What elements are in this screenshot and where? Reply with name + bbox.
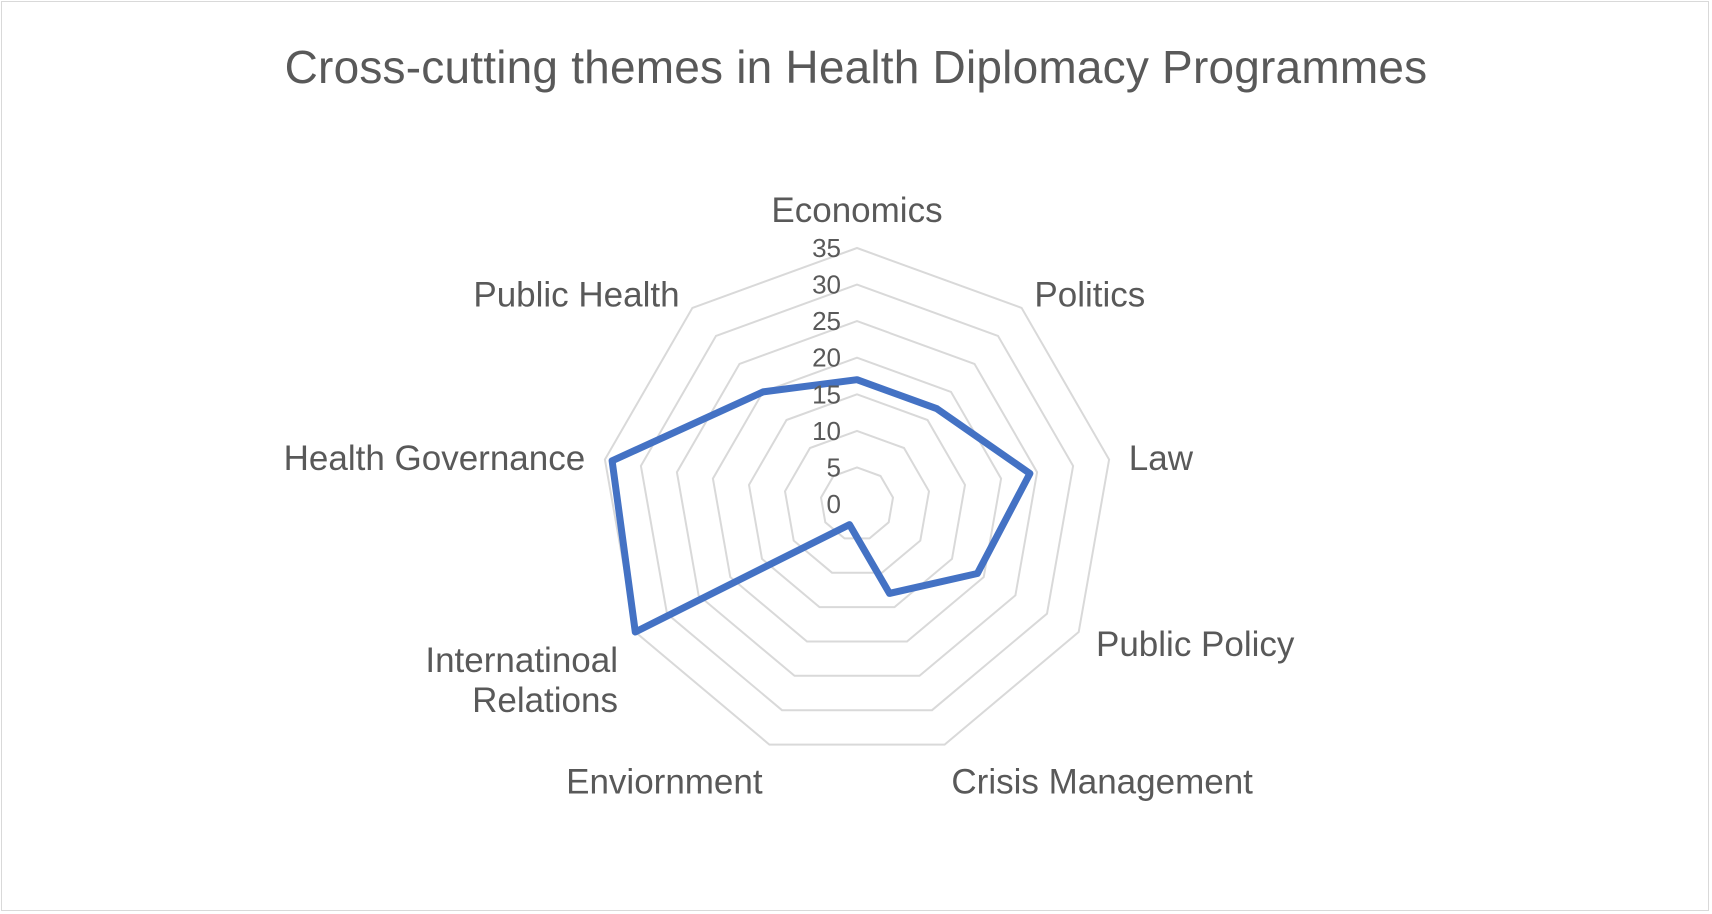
- axis-label-line: Public Policy: [1096, 625, 1295, 664]
- grid-ring-15: [747, 393, 967, 609]
- axis-label-line: Health Governance: [284, 439, 586, 478]
- axis-label-7: Health Governance: [284, 439, 586, 478]
- axis-label-line: Relations: [472, 681, 618, 720]
- axis-label-line: Internatinoal: [425, 641, 618, 680]
- axis-label-1: Politics: [1034, 276, 1145, 315]
- tick-label: 25: [812, 306, 841, 336]
- axis-label-3: Public Policy: [1096, 625, 1295, 664]
- tick-label: 20: [812, 343, 841, 373]
- axis-label-5: Enviornment: [566, 762, 763, 801]
- axis-label-layer: Economics Politics Law Public Policy Crisis …: [284, 191, 1295, 801]
- chart-title: Cross-cutting themes in Health Diplomacy…: [284, 41, 1428, 93]
- tick-label: 5: [827, 452, 841, 482]
- axis-label-0: Economics: [771, 191, 942, 230]
- axis-label-line: Crisis Management: [951, 762, 1253, 801]
- series-layer: [608, 376, 1034, 636]
- tick-label: 0: [827, 489, 841, 519]
- axis-label-line: Law: [1129, 439, 1194, 478]
- tick-label: 35: [812, 233, 841, 263]
- tick-label-layer: 0 5 10 15 20 25 30 35: [812, 233, 841, 519]
- axis-label-8: Public Health: [473, 276, 679, 315]
- axis-label-line: Politics: [1034, 276, 1145, 315]
- tick-label: 15: [812, 379, 841, 409]
- series-line: [608, 376, 1034, 636]
- grid-ring-20: [711, 356, 1003, 643]
- axis-label-2: Law: [1129, 439, 1194, 478]
- axis-label-line: Enviornment: [566, 762, 763, 801]
- grid-ring-35: [603, 246, 1111, 746]
- grid-ring-25: [675, 320, 1039, 677]
- axis-label-line: Economics: [771, 191, 942, 230]
- grid-ring-30: [639, 283, 1075, 712]
- axis-label-line: Public Health: [473, 276, 679, 315]
- grid-layer: [603, 246, 1111, 746]
- grid-ring-10: [783, 429, 931, 574]
- tick-label: 10: [812, 416, 841, 446]
- tick-label: 30: [812, 270, 841, 300]
- axis-label-4: Crisis Management: [951, 762, 1253, 801]
